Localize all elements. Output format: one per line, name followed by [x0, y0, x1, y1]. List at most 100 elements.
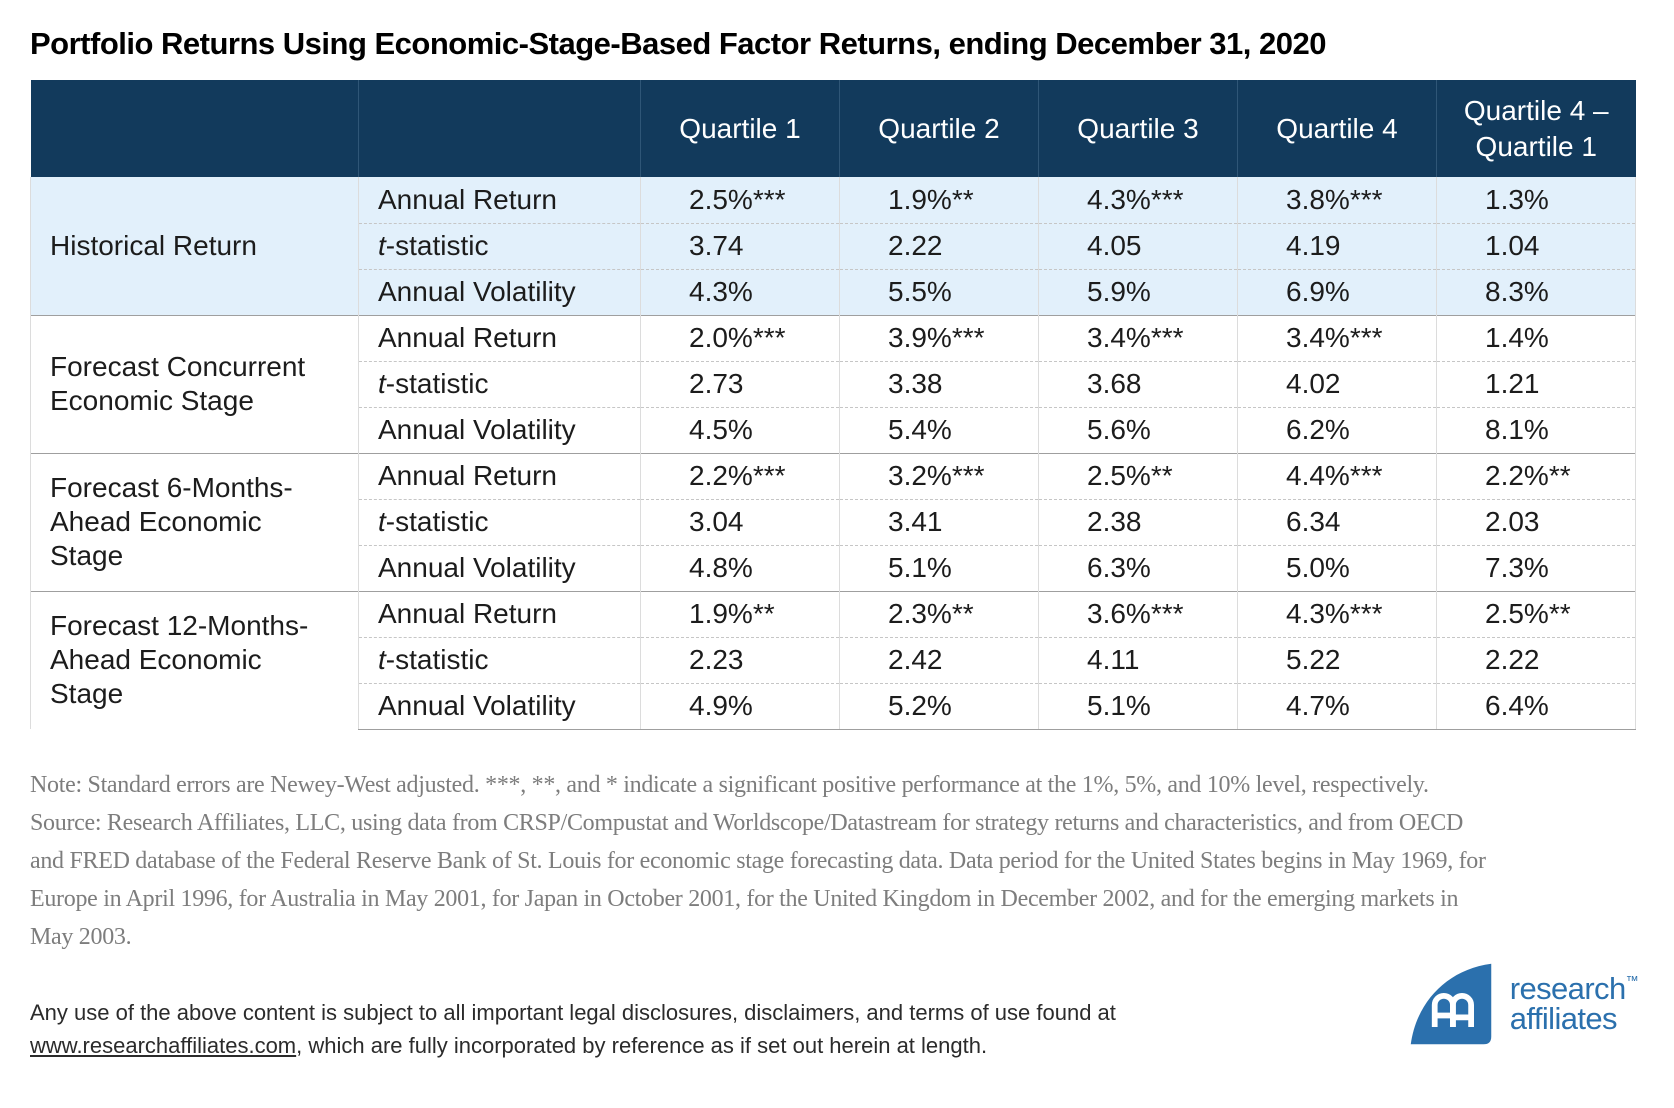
legal-line1: Any use of the above content is subject … — [30, 999, 1116, 1025]
value-cell: 7.3% — [1436, 544, 1636, 591]
trademark-symbol: ™ — [1625, 972, 1639, 988]
value-cell: 6.4% — [1436, 682, 1636, 730]
value-cell: 2.23 — [640, 636, 840, 683]
header-row: Quartile 1 Quartile 2 Quartile 3 Quartile 4… — [30, 80, 1636, 177]
value-cell: 8.1% — [1436, 406, 1636, 453]
value-cell: 1.9%** — [839, 177, 1039, 223]
value-cell: 1.04 — [1436, 222, 1636, 269]
metric-label: t-statistic — [358, 222, 641, 269]
logo-wordmark: research™ affiliates — [1509, 970, 1639, 1036]
logo-line2: affiliates — [1509, 1000, 1618, 1036]
row-group-label: Forecast 12-Months- Ahead Economic Stage — [30, 590, 359, 729]
note-line: Note: Standard errors are Newey-West adj… — [30, 771, 1429, 798]
value-cell: 5.22 — [1237, 636, 1437, 683]
value-cell: 5.4% — [839, 406, 1039, 453]
value-cell: 2.2%*** — [640, 452, 840, 499]
column-header: Quartile 1 — [640, 80, 840, 177]
website-link[interactable]: www.researchaffiliates.com — [30, 1032, 297, 1058]
note-block: Note: Standard errors are Newey-West adj… — [30, 766, 1644, 956]
metric-label: t-statistic — [358, 360, 641, 407]
value-cell: 6.3% — [1038, 544, 1238, 591]
column-header: Quartile 3 — [1038, 80, 1238, 177]
metric-label: Annual Return — [358, 314, 641, 361]
value-cell: 5.5% — [839, 268, 1039, 315]
value-cell: 2.5%*** — [640, 177, 840, 223]
metric-label: Annual Return — [358, 452, 641, 499]
footer: Any use of the above content is subject … — [30, 963, 1639, 1062]
returns-table: Quartile 1 Quartile 2 Quartile 3 Quartile 4… — [30, 80, 1636, 730]
header-corner-cell — [358, 80, 641, 177]
logo-line1: research — [1509, 970, 1626, 1006]
table-row: Annual Volatility 4.8% 5.1% 6.3% 5.0% 7.3% — [31, 544, 1636, 591]
value-cell: 4.9% — [640, 682, 840, 730]
value-cell: 2.5%** — [1038, 452, 1238, 499]
table-row: Forecast 6-Months- Ahead Economic Stage A… — [30, 452, 1636, 591]
value-cell: 5.0% — [1237, 544, 1437, 591]
value-cell: 2.03 — [1436, 498, 1636, 545]
value-cell: 2.42 — [839, 636, 1039, 683]
value-cell: 4.05 — [1038, 222, 1238, 269]
value-cell: 4.3%*** — [1038, 177, 1238, 223]
value-cell: 3.38 — [839, 360, 1039, 407]
value-cell: 2.2%** — [1436, 452, 1636, 499]
value-cell: 6.34 — [1237, 498, 1437, 545]
value-cell: 3.04 — [640, 498, 840, 545]
table-row: t-statistic 3.74 2.22 4.05 4.19 1.04 — [31, 222, 1636, 269]
value-cell: 1.21 — [1436, 360, 1636, 407]
legal-line2: , which are fully incorporated by refere… — [296, 1032, 988, 1058]
value-cell: 3.2%*** — [839, 452, 1039, 499]
value-cell: 4.02 — [1237, 360, 1437, 407]
value-cell: 2.73 — [640, 360, 840, 407]
row-group-label: Forecast Concurrent Economic Stage — [30, 314, 359, 453]
value-cell: 2.22 — [839, 222, 1039, 269]
value-cell: 3.8%*** — [1237, 177, 1437, 223]
metric-label: Annual Return — [358, 177, 641, 223]
value-cell: 5.6% — [1038, 406, 1238, 453]
table-row: t-statistic 2.23 2.42 4.11 5.22 2.22 — [31, 636, 1636, 683]
table-row: Forecast Concurrent Economic Stage Annual… — [30, 314, 1636, 453]
value-cell: 4.3%*** — [1237, 590, 1437, 637]
metric-label: t-statistic — [358, 636, 641, 683]
value-cell: 1.3% — [1436, 177, 1636, 223]
value-cell: 3.68 — [1038, 360, 1238, 407]
header-corner-cell — [30, 80, 359, 177]
value-cell: 1.4% — [1436, 314, 1636, 361]
row-group-label: Forecast 6-Months- Ahead Economic Stage — [30, 452, 359, 591]
logo-mark-icon — [1410, 963, 1492, 1044]
value-cell: 4.11 — [1038, 636, 1238, 683]
metric-label: Annual Volatility — [358, 268, 641, 315]
value-cell: 2.3%** — [839, 590, 1039, 637]
table-row: Forecast 12-Months- Ahead Economic Stage… — [30, 590, 1636, 729]
value-cell: 2.38 — [1038, 498, 1238, 545]
table-row: Annual Volatility 4.5% 5.4% 5.6% 6.2% 8.1% — [31, 406, 1636, 453]
value-cell: 2.5%** — [1436, 590, 1636, 637]
table-row: Annual Volatility 4.3% 5.5% 5.9% 6.9% 8.3% — [31, 268, 1636, 315]
table-row: t-statistic 3.04 3.41 2.38 6.34 2.03 — [31, 498, 1636, 545]
value-cell: 5.1% — [839, 544, 1039, 591]
value-cell: 4.8% — [640, 544, 840, 591]
value-cell: 5.9% — [1038, 268, 1238, 315]
value-cell: 6.2% — [1237, 406, 1437, 453]
value-cell: 4.19 — [1237, 222, 1437, 269]
column-header: Quartile 4 — [1237, 80, 1437, 177]
page-title: Portfolio Returns Using Economic-Stage-B… — [30, 26, 1326, 61]
value-cell: 4.4%*** — [1237, 452, 1437, 499]
value-cell: 3.6%*** — [1038, 590, 1238, 637]
column-header: Quartile 4 – Quartile 1 — [1436, 80, 1636, 177]
metric-label: t-statistic — [358, 498, 641, 545]
value-cell: 5.1% — [1038, 682, 1238, 730]
value-cell: 2.22 — [1436, 636, 1636, 683]
value-cell: 2.0%*** — [640, 314, 840, 361]
value-cell: 8.3% — [1436, 268, 1636, 315]
company-logo: research™ affiliates — [1405, 958, 1639, 1050]
table-row: Historical Return Annual Return 2.5%*** 1.9… — [30, 177, 1636, 315]
row-group-label: Historical Return — [30, 177, 359, 315]
metric-label: Annual Volatility — [358, 682, 641, 730]
value-cell: 3.74 — [640, 222, 840, 269]
value-cell: 4.7% — [1237, 682, 1437, 730]
legal-text: Any use of the above content is subject … — [30, 996, 1116, 1062]
column-header: Quartile 2 — [839, 80, 1039, 177]
note-line: May 2003. — [30, 923, 132, 950]
value-cell: 3.41 — [839, 498, 1039, 545]
